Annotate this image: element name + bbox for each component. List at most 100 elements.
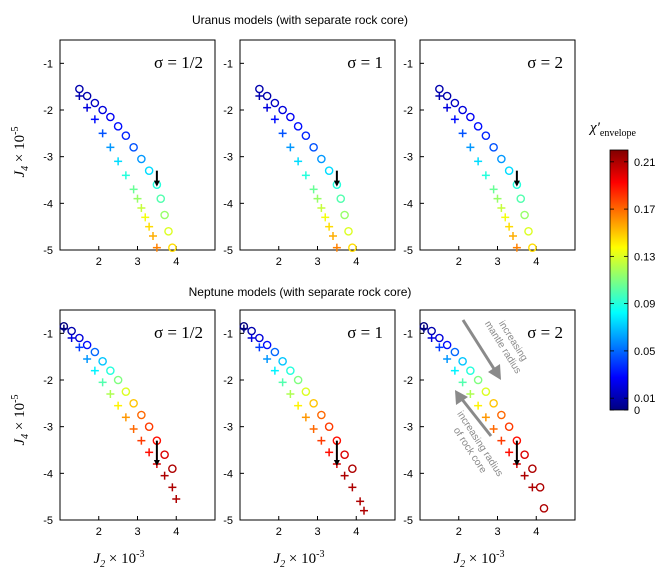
data-point-plus — [172, 495, 181, 503]
data-point-circle — [466, 366, 475, 375]
data-point-plus — [59, 324, 68, 333]
colorbar-gradient — [609, 149, 629, 411]
observed-value-marker — [513, 440, 520, 466]
colorbar-tick-label: 0.09 — [634, 299, 655, 311]
x-tick-label: 2 — [276, 256, 282, 268]
data-point-circle — [113, 375, 123, 385]
y-tick-label: -1 — [43, 328, 53, 340]
plot-frame — [59, 39, 216, 251]
data-point-plus — [255, 343, 264, 352]
data-point-plus — [501, 213, 510, 222]
data-point-circle — [293, 375, 303, 385]
data-point-circle — [278, 105, 287, 115]
data-point-plus — [301, 171, 310, 180]
data-point-circle — [442, 91, 452, 101]
data-point-circle — [309, 399, 318, 408]
data-point-plus — [356, 497, 365, 506]
data-point-circle — [278, 357, 287, 366]
observed-value-marker — [153, 440, 160, 466]
observed-value-marker — [333, 440, 340, 466]
observed-value-marker — [513, 170, 520, 187]
data-point-circle — [262, 91, 272, 101]
colorbar-tick-label: 0.05 — [634, 346, 655, 358]
data-point-circle — [348, 243, 357, 252]
data-point-circle — [144, 422, 154, 431]
data-point-circle — [121, 131, 131, 140]
data-point-plus — [286, 143, 295, 152]
data-point-circle — [528, 464, 537, 473]
data-point-plus — [321, 213, 330, 222]
data-point-plus — [419, 324, 428, 333]
data-point-circle — [489, 143, 498, 152]
y-tick-label: -3 — [223, 422, 233, 434]
data-point-circle — [348, 464, 357, 473]
data-point-plus — [149, 232, 157, 240]
data-point-circle — [168, 464, 177, 473]
data-point-circle — [309, 143, 318, 152]
colorbar-tick-label: 0.01 — [634, 393, 655, 405]
data-point-plus — [497, 204, 506, 212]
data-point-circle — [262, 340, 272, 350]
x-tick-label: 3 — [134, 526, 140, 538]
data-point-plus — [137, 204, 146, 212]
data-point-circle — [90, 347, 100, 357]
y-tick-label: -3 — [403, 152, 413, 164]
data-point-plus — [152, 243, 161, 252]
data-point-circle — [98, 105, 107, 115]
data-point-plus — [505, 222, 514, 231]
x-tick-label: 2 — [96, 256, 102, 268]
data-point-plus — [160, 471, 169, 480]
data-point-plus — [263, 103, 272, 112]
plot-frame — [419, 39, 576, 251]
y-axis-label-top: J4 × 10-5 — [10, 127, 31, 178]
data-point-circle — [336, 194, 346, 203]
data-point-plus — [309, 185, 318, 194]
data-point-plus — [294, 401, 303, 410]
data-point-plus — [168, 483, 177, 492]
data-point-circle — [301, 131, 311, 140]
data-point-plus — [481, 171, 490, 180]
data-point-circle — [98, 357, 107, 366]
data-point-circle — [473, 375, 483, 385]
data-point-circle — [106, 112, 115, 122]
data-point-circle — [129, 399, 138, 408]
data-point-circle — [317, 410, 326, 420]
data-point-plus — [509, 232, 517, 240]
data-point-circle — [82, 91, 92, 101]
data-point-plus — [313, 194, 322, 203]
y-tick-label: -4 — [223, 198, 233, 210]
panel-3: 2 3 4 -1 -2 -3 -4 -5 σ = 2 — [403, 39, 576, 268]
data-point-plus — [67, 334, 76, 342]
x-tick-label: 4 — [173, 256, 179, 268]
sigma-label: σ = 1 — [347, 53, 383, 72]
data-point-circle — [340, 450, 349, 459]
colorbar-tick-label: 0.17 — [634, 204, 655, 216]
data-point-circle — [106, 366, 115, 375]
data-point-plus — [474, 157, 483, 166]
core-arrow-head — [455, 390, 468, 405]
y-tick-label: -3 — [403, 422, 413, 434]
y-tick-label: -2 — [43, 105, 53, 117]
y-tick-label: -5 — [43, 245, 53, 257]
data-point-plus — [348, 483, 357, 492]
y-tick-label: -5 — [43, 515, 53, 527]
data-point-plus — [239, 324, 248, 333]
data-point-plus — [145, 448, 154, 457]
data-point-circle — [504, 166, 514, 175]
sigma-label: σ = 1/2 — [154, 53, 203, 72]
y-tick-label: -4 — [403, 198, 413, 210]
data-point-plus — [466, 390, 475, 398]
data-point-plus — [137, 436, 146, 445]
data-point-plus — [325, 222, 334, 231]
x-tick-label: 2 — [456, 526, 462, 538]
data-point-plus — [83, 103, 92, 112]
data-point-plus — [278, 378, 287, 387]
data-point-circle — [539, 504, 549, 513]
data-point-circle — [137, 410, 146, 420]
svg-text:J4 × 10-5: J4 × 10-5 — [10, 395, 31, 446]
plot-frame — [239, 39, 396, 251]
y-tick-label: -1 — [403, 328, 413, 340]
data-point-plus — [75, 343, 84, 352]
data-point-plus — [497, 436, 506, 445]
y-tick-label: -5 — [223, 515, 233, 527]
